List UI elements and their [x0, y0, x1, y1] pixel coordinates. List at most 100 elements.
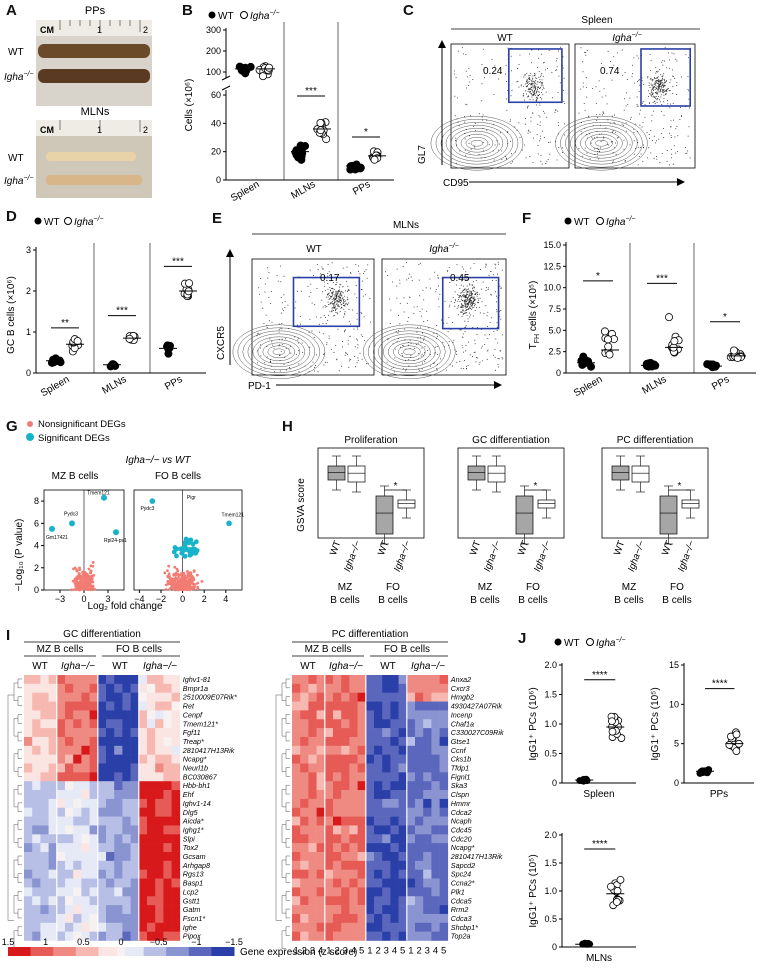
heat-cell: [349, 807, 358, 817]
j-point: [608, 717, 616, 726]
ns-point: [180, 586, 184, 589]
heat-cell: [374, 675, 383, 685]
heat-cell: [147, 754, 156, 764]
heat-cell: [349, 852, 358, 862]
gene-label: Cdc45: [451, 825, 473, 834]
heat-cell: [171, 728, 181, 738]
gate-box: [441, 276, 500, 330]
heat-cell: [89, 701, 99, 711]
heat-cell: [65, 807, 74, 817]
ns-point: [90, 574, 94, 578]
heat-cell: [106, 887, 115, 897]
svg-text:Tmem121: Tmem121: [221, 513, 244, 519]
heat-cell: [106, 772, 115, 782]
heat-cell: [147, 869, 156, 879]
heat-cell: [32, 825, 41, 835]
heat-cell: [431, 736, 440, 747]
heat-cell: [89, 790, 99, 800]
heat-cell: [56, 852, 66, 862]
heat-cell: [24, 772, 33, 782]
heat-cell: [24, 781, 33, 791]
svg-text:0: 0: [552, 942, 557, 952]
svg-text:Pigr: Pigr: [187, 495, 196, 501]
heat-cell: [316, 869, 326, 879]
c-gate-wt: 0.24: [483, 66, 503, 77]
heat-cell: [155, 728, 164, 738]
heat-cell: [65, 728, 74, 738]
ns-point: [175, 584, 179, 588]
heat-cell: [365, 754, 375, 764]
gene-label: Chaf1a: [451, 719, 474, 728]
scale-cell: [109, 947, 114, 956]
heat-cell: [333, 913, 342, 924]
ns-point: [89, 564, 93, 568]
heat-cell: [406, 816, 416, 826]
gene-label: Gtse1: [451, 737, 470, 746]
heat-cell: [341, 878, 350, 888]
heat-cell: [324, 931, 334, 941]
heat-cell: [138, 913, 148, 924]
ns-point: [186, 572, 190, 576]
heat-cell: [415, 763, 424, 773]
heat-cell: [65, 913, 74, 924]
heat-cell: [32, 692, 41, 702]
heat-cell: [114, 913, 123, 924]
heat-cell: [81, 772, 90, 782]
heat-cell: [138, 860, 148, 870]
svg-text:Igha−/−: Igha−/−: [606, 216, 636, 228]
heat-cell: [431, 692, 440, 702]
heat-cell: [300, 736, 309, 747]
heat-cell: [390, 790, 399, 800]
heat-cell: [89, 719, 99, 729]
heat-cell: [431, 798, 440, 809]
sig-point: [188, 551, 194, 557]
heat-cell: [374, 719, 383, 729]
heat-cell: [155, 745, 164, 755]
heat-cell: [374, 710, 383, 720]
heat-cell: [415, 683, 424, 693]
svg-text:Cells (×10⁶): Cells (×10⁶): [184, 79, 195, 132]
heat-cell: [89, 736, 99, 747]
heat-cell: [341, 869, 350, 879]
heat-cell: [349, 701, 358, 711]
heat-cell: [398, 710, 408, 720]
d-point: [73, 337, 82, 346]
ns-point: [167, 572, 171, 576]
heat-cell: [122, 754, 131, 764]
gene-label: Cdca5: [451, 896, 473, 905]
scale-cell: [64, 947, 69, 956]
ns-point: [200, 579, 204, 583]
heat-cell: [357, 905, 367, 915]
heat-cell: [292, 825, 301, 835]
ns-point: [176, 569, 180, 573]
heat-cell: [365, 878, 375, 888]
heat-cell: [81, 896, 90, 906]
heat-cell: [81, 745, 90, 755]
heat-cell: [423, 887, 432, 897]
heat-cell: [423, 869, 432, 879]
heat-cell: [406, 719, 416, 729]
svg-text:−1.5: −1.5: [225, 937, 243, 947]
heat-cell: [65, 683, 74, 693]
heat-cell: [406, 834, 416, 844]
ns-point: [76, 587, 80, 591]
heat-cell: [163, 913, 172, 924]
b-tick: 40: [211, 118, 221, 128]
gate-box: [508, 48, 563, 104]
heat-cell: [73, 905, 82, 915]
heat-cell: [341, 843, 350, 853]
heat-cell: [341, 675, 350, 685]
heat-cell: [24, 710, 33, 720]
heat-cell: [341, 798, 350, 809]
heat-cell: [439, 763, 449, 773]
heat-cell: [308, 922, 317, 932]
f-point: [729, 346, 738, 355]
svg-text:15: 15: [669, 660, 679, 670]
heat-cell: [357, 843, 367, 853]
svg-text:GSVA score: GSVA score: [296, 478, 307, 532]
heat-cell: [171, 887, 181, 897]
heat-cell: [406, 878, 416, 888]
svg-text:−2: −2: [156, 594, 166, 604]
heat-cell: [382, 754, 391, 764]
heat-cell: [155, 675, 164, 685]
